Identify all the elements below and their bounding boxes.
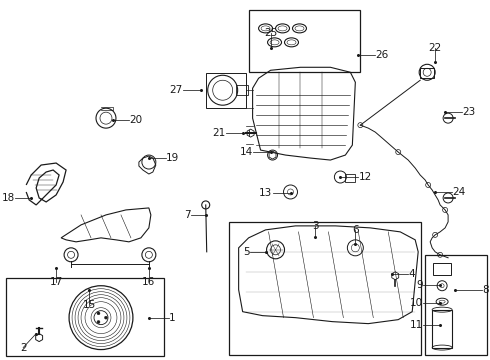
Text: 8: 8: [482, 285, 489, 295]
Bar: [206, 73, 245, 108]
Text: 9: 9: [416, 280, 423, 290]
Text: 6: 6: [352, 225, 359, 235]
Circle shape: [97, 312, 100, 315]
Text: 18: 18: [2, 193, 15, 203]
Text: 22: 22: [429, 43, 442, 53]
Bar: [425, 255, 487, 355]
Text: 14: 14: [239, 147, 253, 157]
Circle shape: [97, 320, 100, 324]
Text: 11: 11: [410, 320, 423, 330]
Text: 7: 7: [184, 210, 191, 220]
Text: 24: 24: [452, 187, 466, 197]
Circle shape: [104, 316, 107, 319]
Bar: [420, 68, 434, 78]
Bar: [433, 263, 451, 275]
Text: 12: 12: [358, 172, 371, 182]
Text: 4: 4: [408, 269, 415, 279]
Text: 15: 15: [82, 300, 96, 310]
Bar: [236, 85, 247, 95]
Bar: [345, 174, 355, 182]
Text: 2: 2: [20, 343, 26, 352]
Bar: [6, 278, 164, 356]
Text: 23: 23: [462, 107, 475, 117]
Text: 25: 25: [264, 28, 277, 39]
Text: 16: 16: [142, 277, 155, 287]
Text: 10: 10: [410, 298, 423, 308]
Text: 20: 20: [129, 115, 142, 125]
Text: 19: 19: [166, 153, 179, 163]
Bar: [248, 10, 360, 72]
Bar: [432, 310, 452, 347]
Text: 21: 21: [213, 128, 226, 138]
Text: 1: 1: [169, 312, 175, 323]
Text: 5: 5: [243, 247, 249, 257]
Text: 26: 26: [375, 50, 389, 60]
Text: 17: 17: [49, 277, 63, 287]
Text: 27: 27: [170, 85, 183, 95]
Text: 3: 3: [312, 221, 319, 231]
Bar: [229, 222, 421, 355]
Text: 13: 13: [259, 188, 272, 198]
